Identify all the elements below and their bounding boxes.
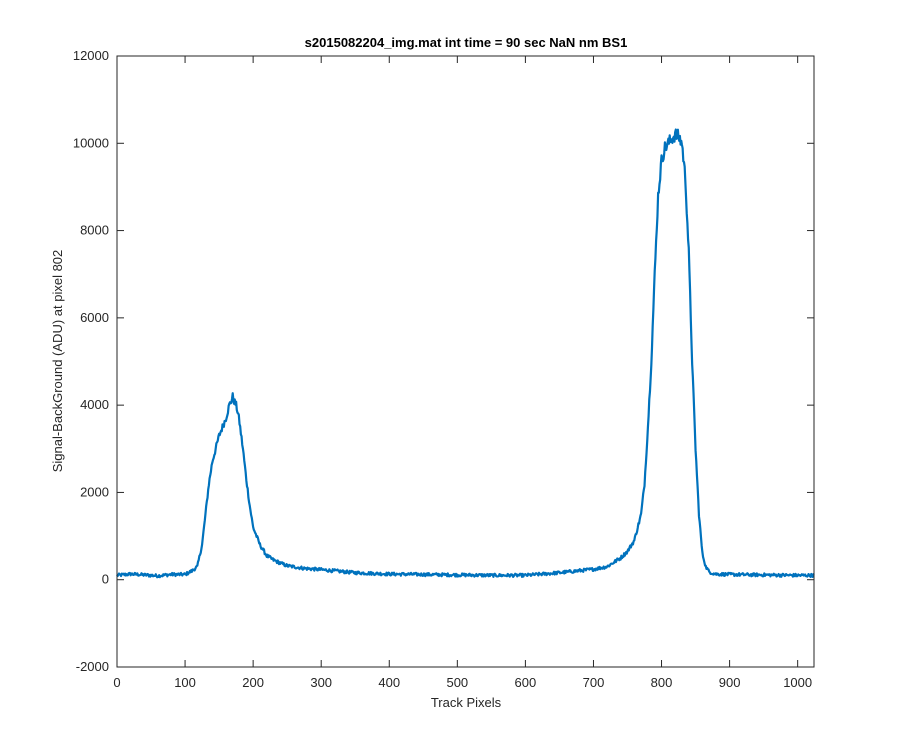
x-tick-label: 300 xyxy=(310,675,332,690)
chart-title: s2015082204_img.mat int time = 90 sec Na… xyxy=(305,35,628,50)
y-tick-label: 0 xyxy=(102,572,109,587)
x-tick-label: 0 xyxy=(113,675,120,690)
y-tick-label: 4000 xyxy=(80,397,109,412)
plot-area xyxy=(117,56,814,667)
y-tick-label: 12000 xyxy=(73,48,109,63)
plot-frame xyxy=(116,55,815,668)
y-tick-label: 6000 xyxy=(80,310,109,325)
y-tick-label: 10000 xyxy=(73,135,109,150)
y-tick-label: 8000 xyxy=(80,223,109,238)
x-tick-label: 800 xyxy=(651,675,673,690)
x-tick-label: 100 xyxy=(174,675,196,690)
y-axis-label: Signal-BackGround (ADU) at pixel 802 xyxy=(50,250,65,473)
y-tick-label: 2000 xyxy=(80,484,109,499)
x-tick-label: 1000 xyxy=(783,675,812,690)
x-axis: 0 100 200 300 400 500 600 700 800 900 1000 xyxy=(113,56,812,690)
x-tick-label: 200 xyxy=(242,675,264,690)
x-tick-label: 700 xyxy=(583,675,605,690)
x-tick-label: 600 xyxy=(515,675,537,690)
x-tick-label: 400 xyxy=(378,675,400,690)
x-tick-label: 900 xyxy=(719,675,741,690)
x-axis-label: Track Pixels xyxy=(431,695,502,710)
plot-content xyxy=(116,128,815,579)
y-tick-label: -2000 xyxy=(76,659,109,674)
y-axis: -2000 0 2000 4000 6000 8000 10000 12000 xyxy=(73,48,814,674)
series-line xyxy=(116,128,815,579)
x-tick-label: 500 xyxy=(446,675,468,690)
